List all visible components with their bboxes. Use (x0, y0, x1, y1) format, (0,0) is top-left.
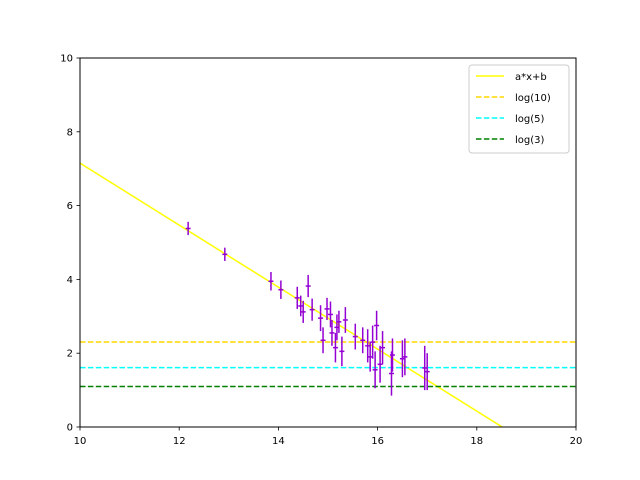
legend-label-log(5): log(5) (515, 114, 545, 125)
plot-area (80, 162, 576, 427)
y-tick-label: 8 (67, 127, 73, 138)
x-tick-label: 16 (371, 436, 384, 447)
axis-ticks: 10 12 14 16 18 20 0 2 4 6 8 10 (60, 54, 582, 448)
axes-frame (79, 57, 577, 428)
y-tick-label: 2 (67, 349, 73, 360)
data-point-27 (380, 331, 386, 365)
data-point-23 (370, 325, 376, 359)
data-point-30 (399, 340, 405, 378)
data-point-0 (185, 221, 191, 236)
data-point-24 (372, 351, 378, 389)
data-point-32 (422, 345, 428, 391)
data-point-16 (336, 310, 342, 333)
y-tick-label: 0 (67, 423, 73, 434)
data-point-1 (222, 247, 228, 261)
y-tick-label: 4 (67, 275, 73, 286)
plot-clipped-group (80, 162, 576, 427)
data-point-9 (318, 305, 324, 332)
data-point-18 (342, 307, 348, 333)
x-tick-label: 10 (74, 436, 87, 447)
x-tick-label: 20 (570, 436, 583, 447)
data-point-5 (298, 295, 304, 317)
data-point-25 (374, 310, 380, 341)
data-point-4 (294, 286, 300, 309)
data-point-6 (300, 300, 306, 323)
x-tick-label: 14 (272, 436, 285, 447)
legend-box (468, 64, 570, 154)
data-point-33 (424, 353, 430, 391)
legend-label-a*x+b: a*x+b (515, 72, 547, 83)
legend: a*x+b log(10) log(5) log(3) (468, 64, 570, 154)
data-point-2 (268, 272, 274, 291)
data-point-10 (320, 327, 326, 354)
data-point-14 (332, 332, 338, 363)
data-point-7 (305, 274, 311, 298)
data-point-31 (402, 338, 408, 376)
y-tick-label: 10 (60, 54, 73, 65)
data-point-8 (309, 298, 315, 321)
data-point-17 (339, 336, 345, 367)
data-point-19 (352, 323, 358, 350)
data-point-3 (278, 280, 284, 299)
x-tick-label: 12 (173, 436, 186, 447)
data-point-29 (390, 338, 395, 372)
y-tick-label: 6 (67, 201, 73, 212)
data-point-28 (389, 351, 394, 396)
x-tick-label: 18 (470, 436, 483, 447)
data-point-11 (324, 297, 330, 320)
data-point-13 (329, 319, 335, 346)
legend-label-log(10): log(10) (515, 93, 551, 104)
data-point-22 (367, 342, 373, 372)
data-point-26 (377, 345, 383, 383)
legend-label-log(3): log(3) (515, 135, 545, 146)
data-point-12 (328, 301, 333, 328)
line-a*x+b (80, 162, 504, 427)
data-point-20 (360, 327, 366, 354)
